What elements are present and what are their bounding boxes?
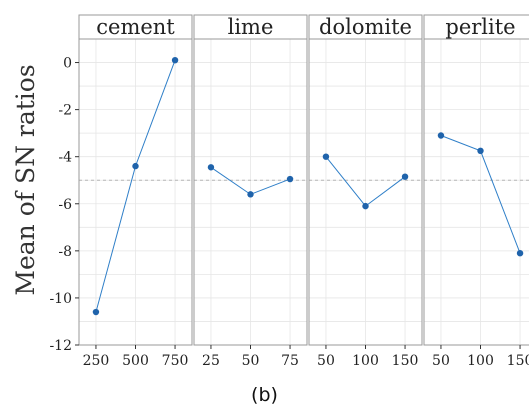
data-point (171, 56, 179, 64)
x-tick-label: 150 (392, 353, 419, 369)
facet-label: dolomite (319, 15, 412, 39)
y-axis-label: Mean of SN ratios (11, 64, 40, 295)
x-tick-label: 75 (281, 353, 299, 369)
x-tick-label: 100 (467, 353, 494, 369)
y-tick-label: -10 (49, 291, 72, 307)
facet-strip (193, 14, 308, 40)
data-point (401, 173, 409, 180)
figure-caption: (b) (251, 384, 278, 406)
y-tick-label: 0 (63, 56, 72, 72)
y-tick-label: -2 (58, 103, 72, 119)
panel-cement: cement 250 500 750 (78, 14, 193, 369)
facet-label: lime (228, 15, 274, 39)
y-tick-label: -4 (58, 150, 72, 166)
x-tick-label: 250 (83, 353, 110, 369)
x-tick-label: 100 (352, 353, 379, 369)
data-point (322, 153, 330, 160)
y-tick-label: -6 (58, 197, 72, 213)
data-point (247, 191, 254, 198)
y-tick-label: -8 (58, 244, 72, 260)
facet-strip (308, 14, 423, 40)
facet-strip (423, 14, 529, 40)
panel-lime: lime 25 50 75 (193, 14, 308, 369)
x-tick-label: 50 (242, 353, 260, 369)
panel-perlite: perlite 50 100 150 (423, 14, 529, 369)
x-tick-label: 500 (122, 353, 149, 369)
data-point (437, 132, 445, 139)
facet-label: perlite (445, 15, 515, 39)
x-tick-label: 750 (162, 353, 189, 369)
facet-strip (78, 14, 193, 40)
data-point (286, 175, 294, 183)
data-point (477, 147, 484, 155)
facet-label: cement (96, 15, 175, 39)
y-axis: 0 -2 -4 -6 -8 -10 -12 (49, 56, 79, 354)
panel-dolomite: dolomite 50 100 150 (308, 14, 423, 369)
x-tick-label: 50 (432, 353, 450, 369)
data-point (362, 202, 369, 210)
x-tick-label: 25 (202, 353, 220, 369)
x-tick-label: 50 (317, 353, 335, 369)
x-tick-label: 150 (507, 353, 529, 369)
panels-layer: cement 250 500 750 lime 25 50 75 dolomite 50 100 15… (78, 14, 529, 369)
data-point (132, 162, 139, 170)
data-point (92, 308, 100, 316)
data-point (516, 250, 524, 257)
y-tick-label: -12 (49, 338, 72, 354)
data-point (207, 164, 215, 171)
panel-background (424, 39, 529, 345)
